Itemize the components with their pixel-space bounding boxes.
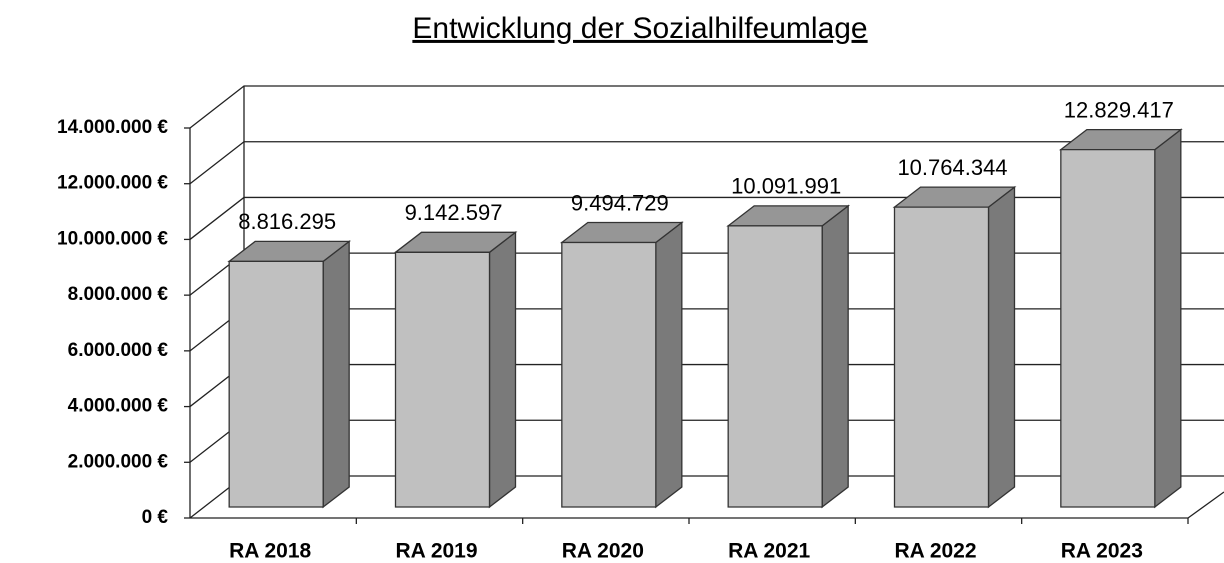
y-tick-label: 10.000.000 €: [57, 228, 168, 249]
bar-front: [561, 241, 657, 508]
bar-front: [394, 251, 491, 508]
bar-front: [893, 206, 990, 508]
data-label: 12.829.417: [1064, 97, 1174, 122]
y-tick-label: 8.000.000 €: [68, 284, 169, 305]
bar-side: [655, 221, 683, 509]
bar-side: [488, 230, 517, 509]
data-label: 9.142.597: [405, 200, 503, 225]
grid-line: [189, 196, 1224, 240]
data-label: 8.816.295: [238, 209, 336, 234]
bar-side: [987, 185, 1016, 509]
bar: [892, 185, 1017, 509]
y-tick-label: 6.000.000 €: [68, 340, 169, 361]
y-tick-label: 12.000.000 €: [57, 173, 168, 194]
bar: [559, 221, 684, 509]
y-tick-label: 0 €: [142, 507, 169, 528]
bar-front: [727, 225, 823, 508]
x-tick-label: RA 2021: [728, 540, 810, 563]
bar-side: [1154, 128, 1182, 509]
bar-front: [228, 260, 324, 508]
y-tick-label: 14.000.000 €: [57, 117, 168, 138]
bar-side: [322, 240, 350, 509]
data-label: 10.091.991: [731, 174, 841, 199]
bar: [726, 204, 851, 509]
bar: [393, 230, 518, 509]
x-tick-label: RA 2022: [894, 540, 976, 563]
x-tick-label: RA 2023: [1061, 540, 1143, 563]
x-tick-label: RA 2020: [562, 540, 644, 563]
bar: [227, 240, 352, 509]
y-tick-label: 2.000.000 €: [68, 451, 169, 472]
bar-front: [1060, 148, 1156, 508]
chart-title: Entwicklung der Sozialhilfeumlage: [412, 12, 867, 45]
grid-line: [189, 141, 1224, 185]
x-tick-label: RA 2018: [229, 540, 311, 563]
bar-side: [821, 204, 849, 509]
data-label: 9.494.729: [571, 190, 669, 215]
data-label: 10.764.344: [897, 155, 1007, 180]
x-tick-label: RA 2019: [395, 540, 477, 563]
y-tick-label: 4.000.000 €: [68, 396, 169, 417]
bar: [1058, 128, 1183, 509]
grid-line: [189, 85, 1224, 129]
